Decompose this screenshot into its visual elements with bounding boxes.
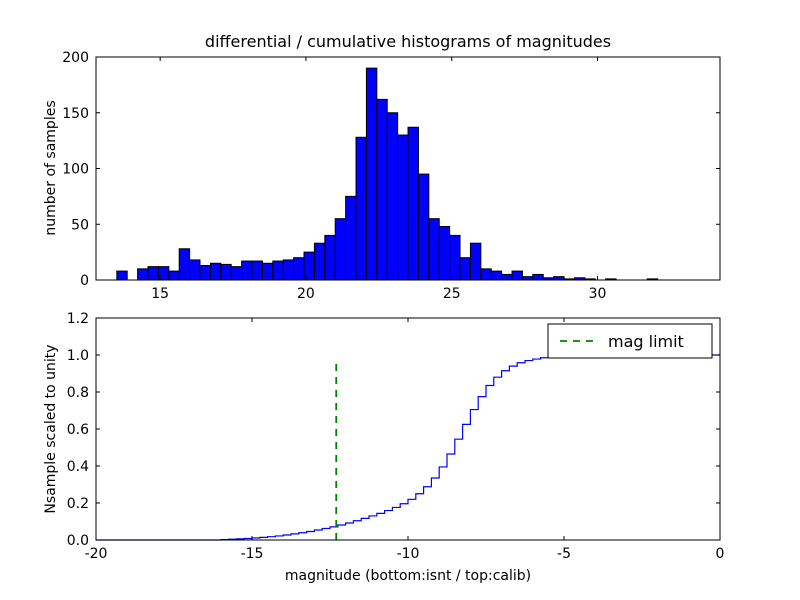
y-tick-label: 0.6 [67,422,89,438]
histogram-bar [199,265,211,281]
histogram-bar [272,260,284,281]
y-tick-label: 0 [80,273,89,289]
differential-histogram-axes: 15 20 25 30 0 50 100 150 200 [62,50,721,302]
histogram-bar [147,266,159,281]
histogram-bar [428,218,440,281]
histogram-bar [282,259,295,281]
histogram-bar [178,248,191,281]
legend-label: mag limit [608,332,684,351]
x-tick-label: 15 [151,286,169,302]
histogram-bar [209,262,222,281]
histogram-bar [230,266,243,281]
histogram-bar [386,112,399,281]
histogram-bar [365,67,378,281]
y-tick-label: 150 [62,106,89,122]
histogram-bar [293,257,305,281]
histogram-bar [137,268,149,281]
histogram-bar [168,270,180,281]
y-tick-label: 0.8 [67,385,89,401]
x-tick-label: -5 [557,546,571,562]
histogram-bar [532,273,544,281]
histogram-bar [417,173,430,281]
histogram-bar [303,251,315,281]
histogram-bar [334,218,347,281]
histogram-bar [407,126,419,281]
legend: mag limit [547,323,713,359]
x-tick-label: 30 [589,286,607,302]
cumulative-histogram-axes: -20 -15 -10 -5 0 0.0 0.2 0.4 0.6 0.8 1.0 1.2 [67,311,725,562]
histogram-bar [469,242,482,281]
histogram-bar [355,136,367,281]
x-tick-label: -15 [241,546,264,562]
histogram-bar [241,260,253,281]
cumulative-step-line [96,354,720,541]
x-tick-label: -10 [397,546,420,562]
y-tick-label: 1.2 [67,311,89,327]
histogram-bar [324,234,336,281]
histogram-bar [553,276,565,281]
x-axis-label: magnitude (bottom:isnt / top:calib) [285,568,531,584]
histogram-bar [116,270,128,281]
histogram-bar [501,273,513,281]
histogram-bar [521,276,534,281]
histogram-bar [376,98,388,281]
histogram-bar [251,260,263,281]
histogram-bar [449,234,461,281]
x-tick-label: 20 [297,286,315,302]
histogram-bar [189,259,201,281]
histogram-bar [345,195,357,281]
histogram-bar [480,268,492,281]
histogram-bar [511,270,523,281]
histogram-bar [313,242,326,281]
top-y-axis-label: number of samples [43,100,59,235]
y-tick-label: 50 [71,217,89,233]
y-tick-label: 0.4 [67,459,89,475]
histogram-bar [220,263,232,281]
histogram-bar [438,225,451,281]
y-tick-label: 0.0 [67,533,89,549]
bottom-y-axis-label: Nsample scaled to unity [43,344,59,513]
histogram-bar [459,257,471,281]
y-tick-label: 0.2 [67,496,89,512]
y-tick-label: 200 [62,50,89,66]
histogram-bar [490,270,503,281]
x-tick-label: 25 [443,286,461,302]
histogram-bar [397,134,409,281]
x-tick-label: 0 [716,546,725,562]
histogram-bar [261,262,274,281]
y-tick-label: 1.0 [67,348,89,364]
figure-title: differential / cumulative histograms of … [205,32,611,51]
x-tick-label: -20 [85,546,108,562]
y-tick-label: 100 [62,162,89,178]
